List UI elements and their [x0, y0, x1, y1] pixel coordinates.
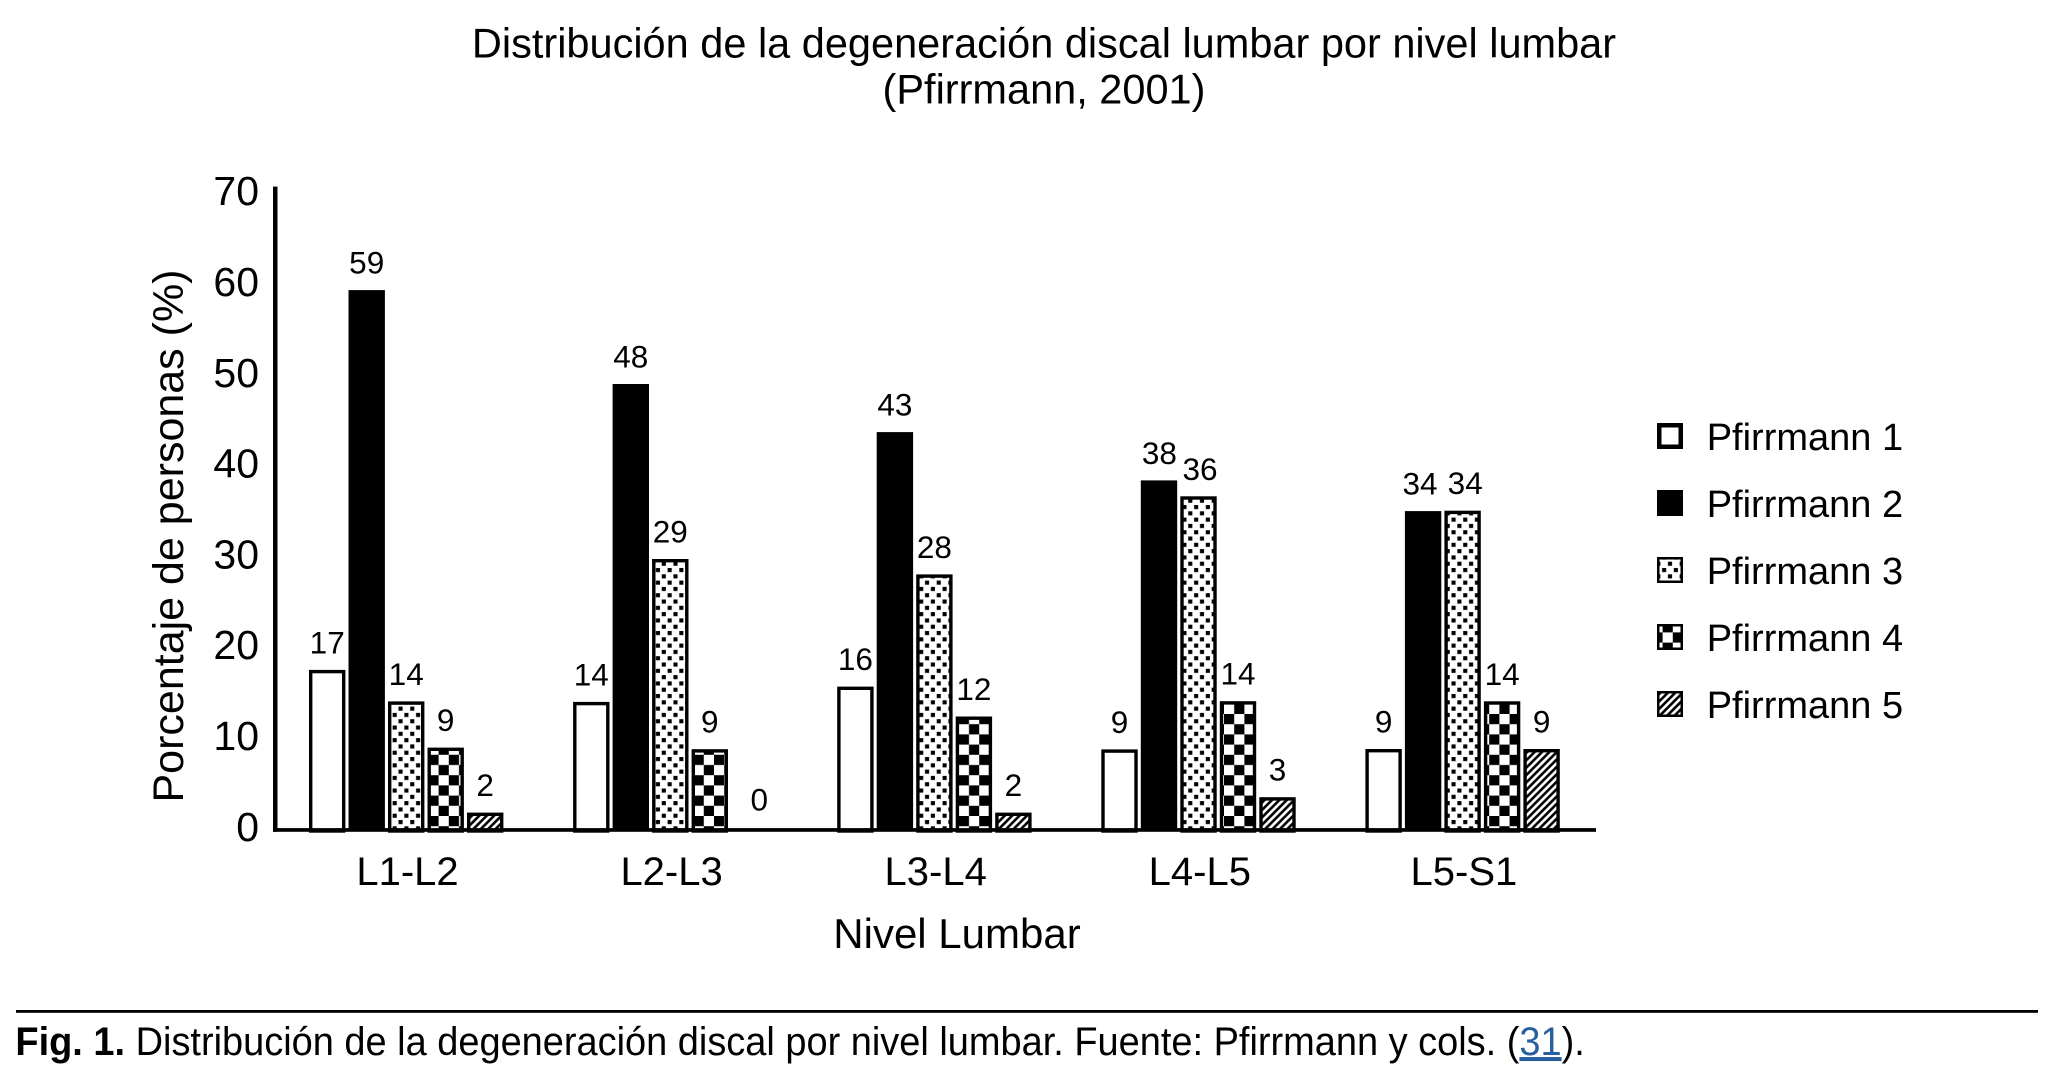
svg-text:14: 14 [1485, 656, 1520, 692]
svg-text:36: 36 [1182, 451, 1217, 487]
svg-text:43: 43 [877, 387, 912, 423]
svg-text:L2-L3: L2-L3 [620, 850, 722, 894]
svg-text:9: 9 [1111, 704, 1129, 740]
svg-text:14: 14 [389, 656, 424, 692]
svg-text:14: 14 [574, 656, 609, 692]
svg-text:16: 16 [838, 641, 873, 677]
svg-text:20: 20 [213, 622, 259, 668]
svg-text:59: 59 [349, 245, 384, 281]
svg-text:Pfirrmann 4: Pfirrmann 4 [1707, 618, 1903, 660]
svg-text:Distribución de la degeneració: Distribución de la degeneración discal l… [472, 20, 1616, 67]
svg-text:Fig. 1. Distribución de la deg: Fig. 1. Distribución de la degeneración … [15, 1020, 1584, 1064]
svg-text:L1-L2: L1-L2 [356, 850, 458, 894]
svg-text:9: 9 [1375, 704, 1393, 740]
svg-text:60: 60 [213, 259, 259, 305]
svg-text:Pfirrmann 5: Pfirrmann 5 [1707, 685, 1903, 727]
svg-text:9: 9 [701, 704, 719, 740]
svg-text:34: 34 [1448, 465, 1483, 501]
svg-text:38: 38 [1142, 435, 1177, 471]
svg-text:0: 0 [236, 804, 259, 850]
svg-text:Nivel Lumbar: Nivel Lumbar [833, 910, 1080, 957]
svg-text:28: 28 [917, 529, 952, 565]
svg-text:50: 50 [213, 350, 259, 396]
svg-text:14: 14 [1220, 656, 1255, 692]
svg-text:3: 3 [1269, 752, 1287, 788]
svg-text:(Pfirrmann, 2001): (Pfirrmann, 2001) [883, 66, 1206, 113]
svg-text:12: 12 [956, 671, 991, 707]
svg-text:Pfirrmann 1: Pfirrmann 1 [1707, 417, 1903, 459]
svg-text:40: 40 [213, 441, 259, 487]
svg-text:L4-L5: L4-L5 [1149, 850, 1251, 894]
svg-text:30: 30 [213, 531, 259, 577]
svg-text:0: 0 [751, 782, 769, 818]
svg-text:Porcentaje de personas (%): Porcentaje de personas (%) [145, 269, 193, 802]
svg-text:34: 34 [1402, 466, 1437, 502]
svg-text:17: 17 [310, 624, 345, 660]
svg-text:L3-L4: L3-L4 [885, 850, 987, 894]
svg-text:2: 2 [1005, 767, 1023, 803]
svg-text:2: 2 [476, 767, 494, 803]
svg-text:9: 9 [437, 702, 455, 738]
svg-text:Pfirrmann 3: Pfirrmann 3 [1707, 551, 1903, 593]
svg-text:Pfirrmann 2: Pfirrmann 2 [1707, 484, 1903, 526]
svg-text:10: 10 [213, 713, 259, 759]
svg-text:9: 9 [1533, 704, 1551, 740]
svg-text:70: 70 [213, 168, 259, 214]
svg-text:48: 48 [613, 339, 648, 375]
svg-text:L5-S1: L5-S1 [1411, 850, 1518, 894]
svg-text:29: 29 [653, 514, 688, 550]
